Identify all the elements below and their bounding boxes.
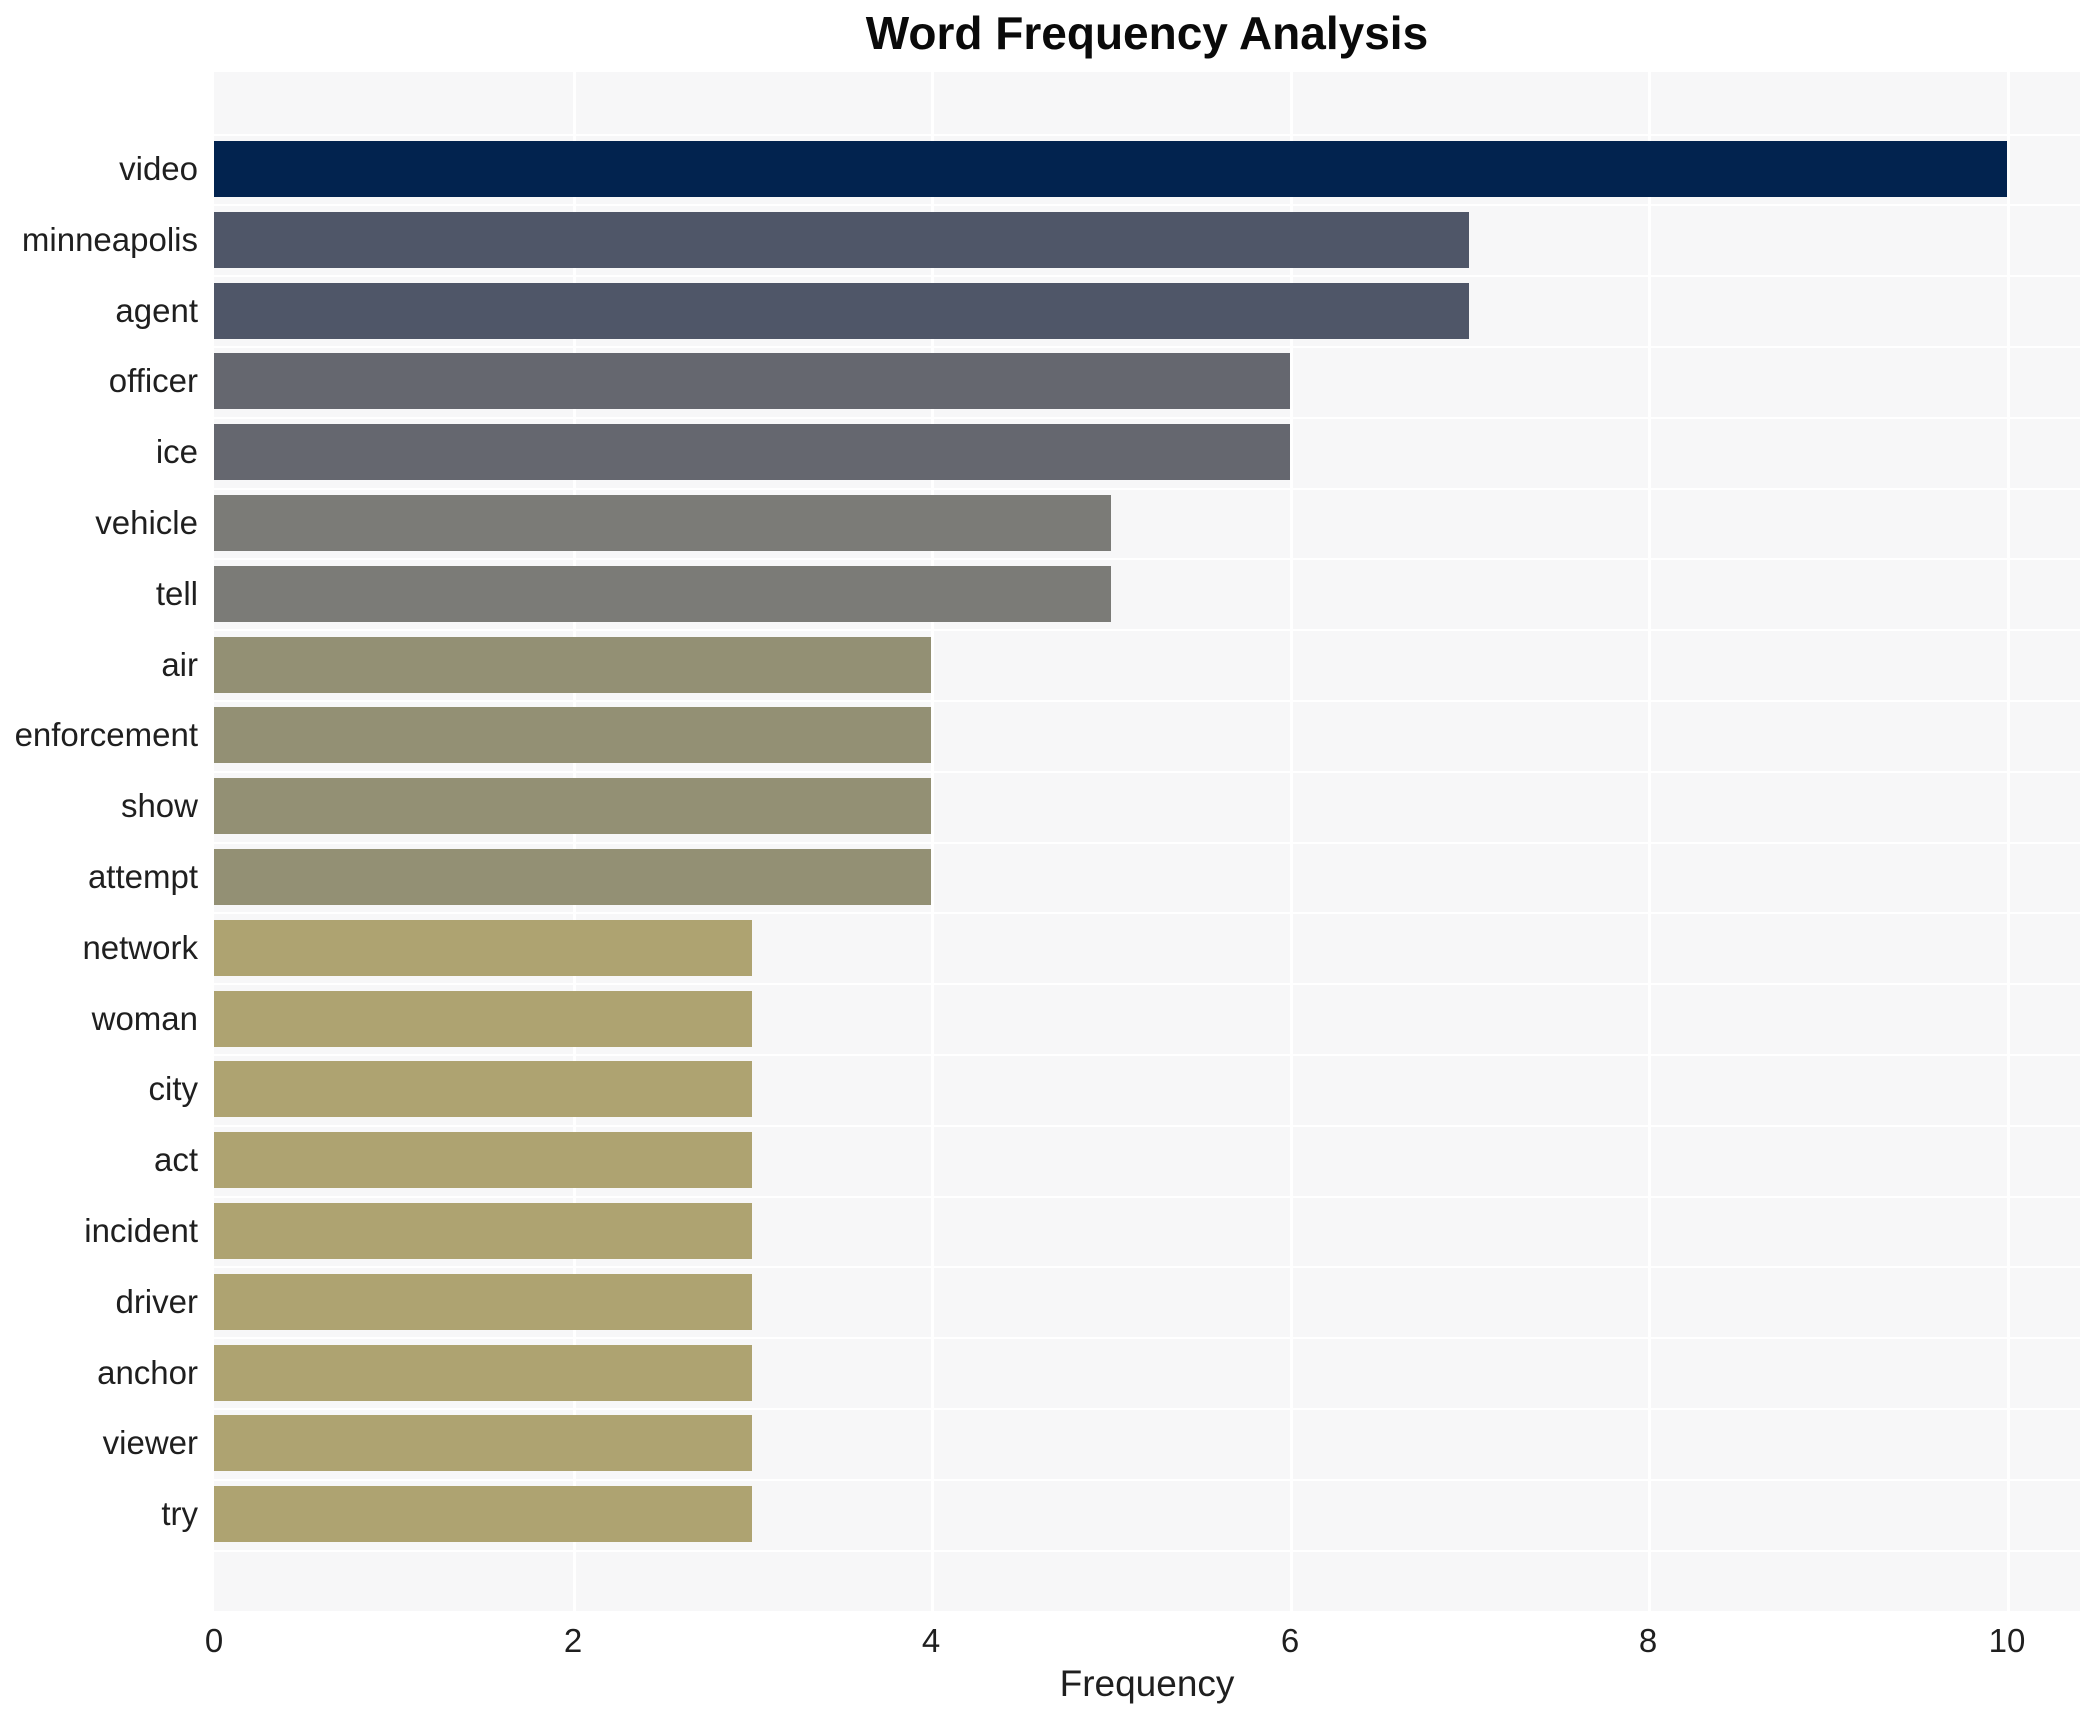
gridline-y [214,134,2080,136]
x-tick-label-10: 10 [1988,1622,2026,1659]
gridline-y [214,1479,2080,1481]
x-tick-label-2: 2 [563,1622,583,1659]
y-tick-label-try: try [161,1495,198,1532]
x-tick-label-8: 8 [1638,1622,1658,1659]
gridline-y [214,275,2080,277]
y-tick-label-attempt: attempt [87,858,198,895]
y-tick-label-show: show [120,787,198,824]
bar-act [214,1132,752,1188]
bar-video [214,141,2007,197]
bar-try [214,1486,752,1542]
gridline-y [214,488,2080,490]
y-tick-label-enforcement: enforcement [14,716,198,753]
x-tick-label-4: 4 [921,1622,941,1659]
bar-woman [214,991,752,1047]
bar-viewer [214,1415,752,1471]
gridline-y [214,1196,2080,1198]
gridline-y [214,842,2080,844]
gridline-y [214,1054,2080,1056]
y-tick-label-agent: agent [115,292,198,329]
plot-area [214,72,2080,1611]
gridline-x-6 [1290,72,1293,1611]
bar-minneapolis [214,212,1469,268]
bar-tell [214,566,1111,622]
x-tick-label-6: 6 [1280,1622,1300,1659]
bar-vehicle [214,495,1111,551]
y-tick-label-video: video [119,150,198,187]
gridline-y [214,1550,2080,1552]
y-tick-label-viewer: viewer [102,1424,198,1461]
gridline-y [214,417,2080,419]
bar-show [214,778,931,834]
bar-air [214,637,931,693]
y-tick-label-officer: officer [108,362,198,399]
y-tick-label-incident: incident [84,1212,198,1249]
gridline-x-4 [931,72,934,1611]
y-tick-label-network: network [82,929,198,966]
y-tick-label-act: act [153,1141,198,1178]
gridline-x-10 [2007,72,2010,1611]
gridline-y [214,346,2080,348]
gridline-y [214,1408,2080,1410]
y-tick-label-anchor: anchor [97,1354,198,1391]
y-tick-label-city: city [148,1070,199,1107]
gridline-y [214,1337,2080,1339]
gridline-y [214,983,2080,985]
bar-officer [214,353,1290,409]
y-tick-label-tell: tell [155,575,198,612]
y-tick-label-vehicle: vehicle [95,504,198,541]
bar-city [214,1061,752,1117]
bar-network [214,920,752,976]
y-tick-label-ice: ice [155,433,198,470]
x-tick-label-0: 0 [204,1622,224,1659]
bar-agent [214,283,1469,339]
gridline-y [214,771,2080,773]
bar-incident [214,1203,752,1259]
bar-attempt [214,849,931,905]
bar-enforcement [214,707,931,763]
bar-anchor [214,1345,752,1401]
gridline-y [214,629,2080,631]
gridline-x-8 [1648,72,1651,1611]
y-tick-label-minneapolis: minneapolis [21,221,198,258]
gridline-y [214,912,2080,914]
y-tick-label-woman: woman [91,1000,198,1037]
gridline-y [214,204,2080,206]
gridline-y [214,1125,2080,1127]
y-tick-label-driver: driver [115,1283,198,1320]
bar-driver [214,1274,752,1330]
chart-title: Word Frequency Analysis [865,7,1429,59]
gridline-y [214,700,2080,702]
gridline-y [214,1266,2080,1268]
bar-ice [214,424,1290,480]
gridline-y [214,558,2080,560]
y-tick-label-air: air [161,646,198,683]
x-axis-label: Frequency [1059,1663,1235,1704]
gridline-x-2 [573,72,576,1611]
